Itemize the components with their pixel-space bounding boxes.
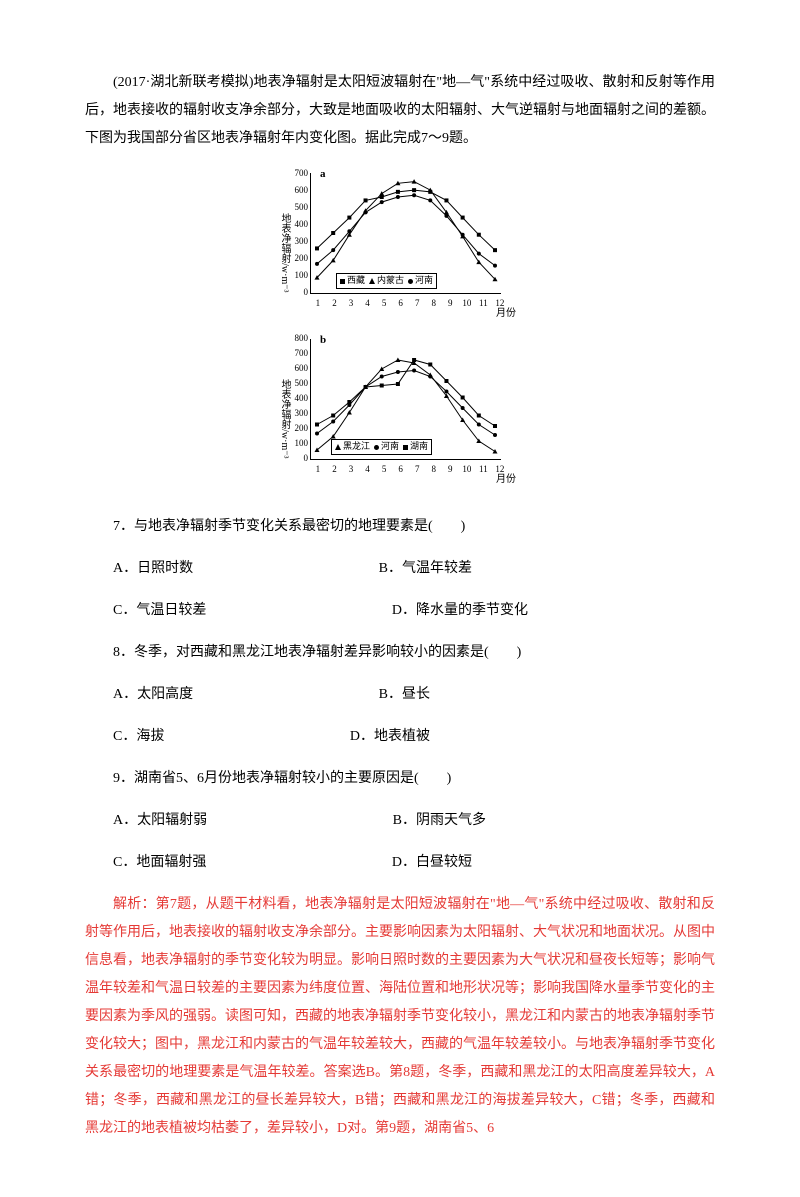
q8-row1: A．太阳高度 B．昼长: [85, 681, 715, 709]
q9-A: A．太阳辐射弱: [113, 813, 207, 828]
explanation: 解析：第7题，从题干材料看，地表净辐射是太阳短波辐射在"地—气"系统中经过吸收、…: [85, 891, 715, 1143]
legend-item: 黑龙江: [335, 441, 370, 453]
chart-a: a 地表净辐射/w·m⁻³ 700 600 500 400 300 200 10…: [280, 167, 520, 322]
q7-stem: 7．与地表净辐射季节变化关系最密切的地理要素是( ): [85, 513, 715, 541]
q7-D: D．降水量的季节变化: [364, 597, 528, 625]
chart-b-x-ticks: 123456789101112: [310, 460, 508, 478]
q8-C: C．海拔: [113, 729, 164, 744]
q7-C: C．气温日较差: [113, 603, 206, 618]
legend-item: 湖南: [403, 441, 428, 453]
explanation-label: 解析：: [113, 897, 156, 912]
q7-row1: A．日照时数 B．气温年较差: [85, 555, 715, 583]
square-icon: [340, 279, 345, 284]
q7-A: A．日照时数: [113, 561, 193, 576]
legend-item: 西藏: [340, 275, 365, 287]
q9-row1: A．太阳辐射弱 B．阴雨天气多: [85, 807, 715, 835]
intro-paragraph: (2017·湖北新联考模拟)地表净辐射是太阳短波辐射在"地—气"系统中经过吸收、…: [85, 69, 715, 153]
chart-a-x-ticks: 123456789101112: [310, 294, 508, 312]
q9-B: B．阴雨天气多: [365, 807, 486, 835]
chart-a-y-ticks: 700 600 500 400 300 200 100 0: [286, 167, 308, 293]
chart-a-legend: 西藏 内蒙古 河南: [336, 273, 437, 289]
chart-b: b 地表净辐射/w·m⁻³ 800 700 600 500 400 300 20…: [280, 333, 520, 488]
q7-B: B．气温年较差: [351, 555, 472, 583]
chart-a-plot: 西藏 内蒙古 河南: [310, 173, 501, 294]
q8-D: D．地表植被: [322, 723, 430, 751]
chart-b-plot: 黑龙江 河南 湖南: [310, 339, 501, 460]
legend-item: 河南: [374, 441, 399, 453]
chart-b-x-label: 月份: [496, 470, 516, 490]
explanation-text: 第7题，从题干材料看，地表净辐射是太阳短波辐射在"地—气"系统中经过吸收、散射和…: [85, 897, 715, 1136]
q7-row2: C．气温日较差 D．降水量的季节变化: [85, 597, 715, 625]
q8-A: A．太阳高度: [113, 687, 193, 702]
charts-container: a 地表净辐射/w·m⁻³ 700 600 500 400 300 200 10…: [85, 167, 715, 499]
chart-a-x-label: 月份: [496, 304, 516, 324]
legend-item: 河南: [408, 275, 433, 287]
q9-C: C．地面辐射强: [113, 855, 206, 870]
q8-B: B．昼长: [351, 681, 430, 709]
q8-stem: 8．冬季，对西藏和黑龙江地表净辐射差异影响较小的因素是( ): [85, 639, 715, 667]
circle-icon: [374, 445, 379, 450]
triangle-icon: [335, 444, 341, 450]
square-icon: [403, 445, 408, 450]
chart-b-legend: 黑龙江 河南 湖南: [331, 439, 432, 455]
q8-row2: C．海拔 D．地表植被: [85, 723, 715, 751]
legend-item: 内蒙古: [369, 275, 404, 287]
q9-row2: C．地面辐射强 D．白昼较短: [85, 849, 715, 877]
q9-D: D．白昼较短: [364, 849, 472, 877]
chart-b-y-ticks: 800 700 600 500 400 300 200 100 0: [286, 333, 308, 459]
page: (2017·湖北新联考模拟)地表净辐射是太阳短波辐射在"地—气"系统中经过吸收、…: [0, 0, 800, 1197]
circle-icon: [408, 279, 413, 284]
q9-stem: 9．湖南省5、6月份地表净辐射较小的主要原因是( ): [85, 765, 715, 793]
triangle-icon: [369, 278, 375, 284]
